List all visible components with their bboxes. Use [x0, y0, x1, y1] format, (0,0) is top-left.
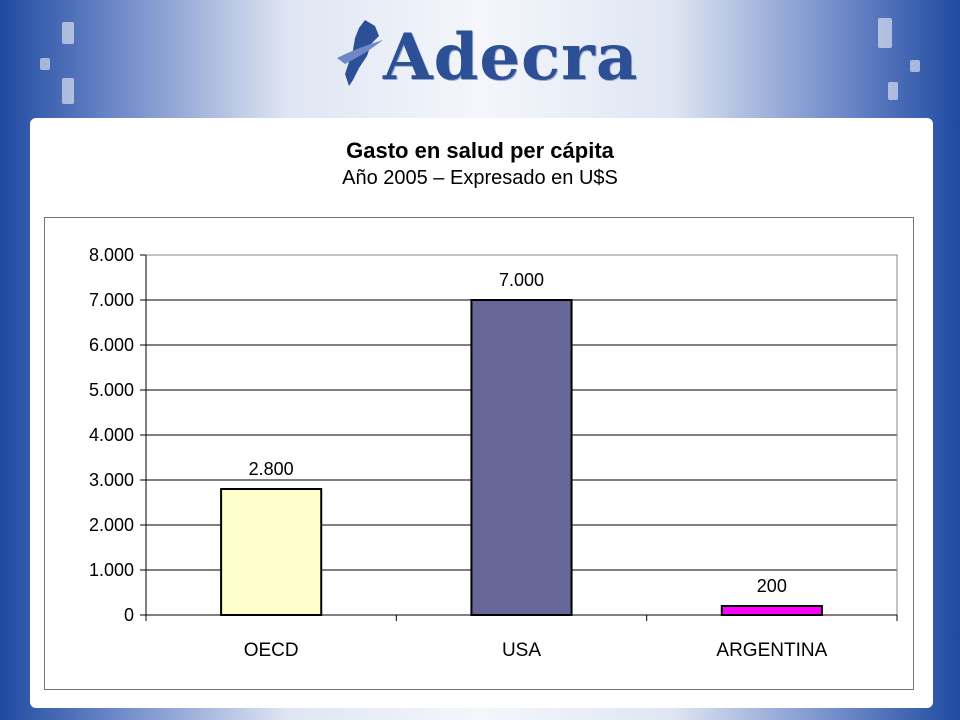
y-tick-label: 2.000 — [89, 515, 134, 535]
chart-frame: 0 1.000 2.000 3.000 4.000 5.000 6.000 7.000 8.00… — [44, 217, 914, 690]
chart-title: Gasto en salud per cápita — [346, 138, 614, 163]
y-tick-label: 4.000 — [89, 425, 134, 445]
x-tick-label: USA — [502, 640, 541, 661]
decorative-square — [40, 58, 50, 70]
y-tick-label: 8.000 — [89, 245, 134, 265]
decorative-square — [888, 82, 898, 100]
y-tick-label: 3.000 — [89, 470, 134, 490]
bar-oecd — [220, 488, 323, 616]
y-tick-label: 5.000 — [89, 380, 134, 400]
y-tick-label: 0 — [124, 605, 134, 625]
data-label: 2.800 — [249, 459, 294, 479]
x-tick-label: ARGENTINA — [716, 640, 827, 661]
decorative-square — [910, 60, 920, 72]
data-label: 7.000 — [499, 270, 544, 290]
data-label: 200 — [757, 576, 787, 596]
argentina-map-icon — [337, 20, 383, 86]
decorative-square — [878, 18, 892, 48]
y-tick-label: 1.000 — [89, 560, 134, 580]
x-tick-label: OECD — [244, 640, 299, 661]
decorative-square — [62, 78, 74, 104]
y-tick-label: 6.000 — [89, 335, 134, 355]
bar-chart: 0 1.000 2.000 3.000 4.000 5.000 6.000 7.000 8.00… — [89, 245, 898, 661]
bar-argentina — [720, 605, 823, 616]
y-tick-label: 7.000 — [89, 290, 134, 310]
title-block: Gasto en salud per cápita Año 2005 – Exp… — [0, 137, 960, 191]
bar-usa — [470, 299, 573, 616]
brand-name: Adecra — [383, 20, 639, 95]
chart-subtitle: Año 2005 – Expresado en U$S — [342, 167, 618, 189]
decorative-square — [62, 22, 74, 44]
